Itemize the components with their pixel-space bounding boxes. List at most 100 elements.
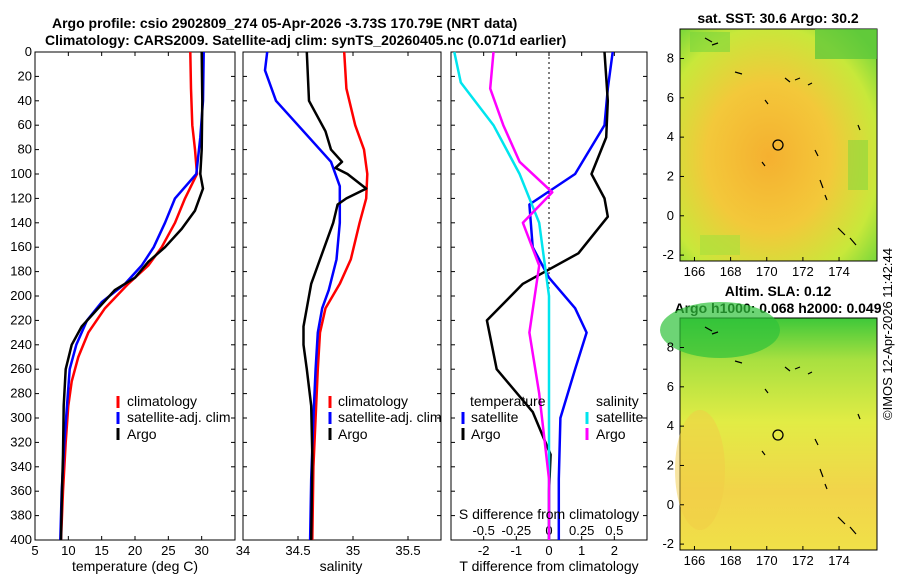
depth-tick-label: 280 [10, 386, 32, 401]
depth-tick-label: 360 [10, 483, 32, 498]
coastline [764, 388, 769, 394]
depth-tick-label: 40 [18, 93, 32, 108]
t-difference-xlabel: T difference from climatology [459, 558, 638, 574]
map-y-tick-label: 2 [667, 168, 674, 183]
map-x-tick-label: 168 [720, 264, 742, 279]
x-tick-label: 2 [611, 543, 618, 558]
map-x-tick-label: 170 [756, 264, 778, 279]
temperature-xlabel: temperature (deg C) [72, 558, 198, 574]
map-y-tick-label: -2 [662, 536, 674, 551]
coastline [761, 161, 766, 167]
map-x-tick-label: 166 [684, 264, 706, 279]
x-tick-label: -1 [511, 543, 523, 558]
coastline [704, 326, 713, 332]
coastline [711, 331, 719, 335]
coastline [807, 371, 813, 375]
svg-text:satellite: satellite [471, 409, 519, 425]
coastline [819, 179, 824, 189]
coastline [761, 450, 766, 456]
coastline [849, 526, 857, 535]
series-line-t-satellite [528, 51, 614, 540]
sst-map-title: sat. SST: 30.6 Argo: 30.2 [697, 10, 859, 26]
svg-text:satellite: satellite [596, 409, 644, 425]
coastline [764, 99, 769, 105]
svg-text:salinity: salinity [596, 393, 639, 409]
map-x-tick-label: 168 [720, 553, 742, 568]
coastline [857, 413, 861, 420]
depth-tick-label: 160 [10, 239, 32, 254]
svg-text:Argo: Argo [596, 426, 626, 442]
depth-tick-label: 140 [10, 215, 32, 230]
x-tick-label: 34.5 [285, 543, 310, 558]
argo-location-marker-2 [772, 429, 784, 441]
s-tick-label: -0.5 [472, 523, 494, 538]
coastline [794, 77, 801, 81]
svg-text:climatology: climatology [127, 393, 197, 409]
salinity-legend: climatology satellite-adj. clim Argo [328, 393, 441, 442]
x-tick-label: 35.5 [395, 543, 420, 558]
map-x-tick-label: 166 [684, 553, 706, 568]
map-y-tick-label: 2 [667, 457, 674, 472]
svg-text:satellite-adj. clim: satellite-adj. clim [127, 409, 230, 425]
map-y-tick-label: 0 [667, 208, 674, 223]
chart-title-line-1: Argo profile: csio 2902809_274 05-Apr-20… [52, 15, 518, 31]
difference-legend: temperature salinity satellite Argo sate… [461, 393, 644, 442]
depth-tick-label: 400 [10, 532, 32, 547]
coastline [784, 77, 791, 83]
s-tick-label: 0.25 [569, 523, 594, 538]
depth-tick-label: 100 [10, 166, 32, 181]
map-y-tick-label: 6 [667, 379, 674, 394]
map-y-tick-label: 4 [667, 418, 674, 433]
map-y-tick-label: 0 [667, 497, 674, 512]
x-tick-label: 35 [346, 543, 360, 558]
argo-location-marker [772, 139, 784, 151]
coastline [824, 483, 828, 490]
coastline [807, 82, 813, 86]
temperature-legend: climatology satellite-adj. clim Argo [116, 393, 230, 442]
depth-tick-label: 340 [10, 459, 32, 474]
depth-tick-label: 60 [18, 117, 32, 132]
svg-text:temperature: temperature [470, 393, 546, 409]
depth-tick-label: 240 [10, 337, 32, 352]
series-line-s-satellite [453, 51, 551, 540]
series-line-climatology [311, 51, 369, 541]
coastline [814, 149, 819, 157]
coastline [704, 37, 713, 43]
x-tick-label: -2 [478, 543, 490, 558]
depth-tick-label: 260 [10, 361, 32, 376]
coastline [734, 71, 743, 75]
depth-tick-label: 0 [25, 44, 32, 59]
depth-tick-label: 20 [18, 68, 32, 83]
salinity-axes [242, 51, 442, 541]
series-line-argo [302, 51, 368, 541]
s-difference-xlabel: S difference from climatology [459, 506, 639, 522]
x-tick-label: 34 [236, 543, 250, 558]
sla-map: Altim. SLA: 0.12 Argo h1000: 0.068 h2000… [660, 283, 882, 568]
coastline [849, 237, 857, 246]
map-y-tick-label: 6 [667, 90, 674, 105]
svg-text:Argo: Argo [127, 426, 157, 442]
chart-title-line-2: Climatology: CARS2009. Satellite-adj cli… [45, 32, 567, 48]
map-x-tick-label: 172 [792, 553, 814, 568]
map-x-tick-label: 170 [756, 553, 778, 568]
imos-timestamp: ©IMOS 12-Apr-2026 11:42:44 [880, 248, 895, 420]
x-tick-label: 5 [31, 543, 38, 558]
series-line-satellite-adj-clim [263, 51, 342, 541]
series-line-t-argo [485, 51, 610, 540]
map-y-tick-label: 8 [667, 50, 674, 65]
coastline [837, 227, 846, 236]
s-tick-label: 0.5 [605, 523, 623, 538]
coastline [837, 516, 846, 525]
depth-tick-label: 120 [10, 190, 32, 205]
s-tick-label: -0.25 [502, 523, 532, 538]
coastline [814, 438, 819, 446]
svg-text:satellite-adj. clim: satellite-adj. clim [338, 409, 441, 425]
sla-map-title-line-1: Altim. SLA: 0.12 [725, 283, 832, 299]
x-tick-label: 30 [194, 543, 208, 558]
coastline [794, 366, 801, 370]
map-x-tick-label: 172 [792, 264, 814, 279]
map-y-tick-label: -2 [662, 247, 674, 262]
coastline [711, 42, 719, 46]
coastline [784, 366, 791, 372]
